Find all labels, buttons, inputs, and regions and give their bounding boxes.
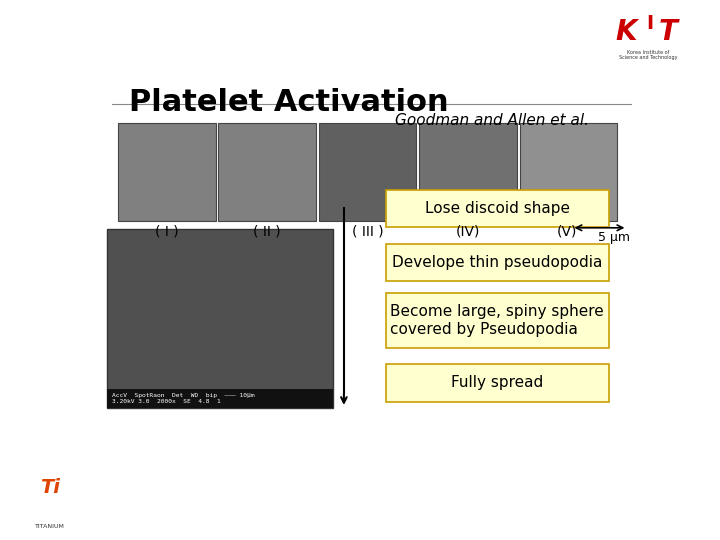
Text: 5 μm: 5 μm (598, 231, 630, 244)
Text: Korea Institute of
Science and Technology: Korea Institute of Science and Technolog… (618, 50, 678, 60)
Text: Develope thin pseudopodia: Develope thin pseudopodia (392, 255, 603, 270)
FancyBboxPatch shape (118, 123, 215, 221)
FancyBboxPatch shape (419, 123, 517, 221)
FancyBboxPatch shape (520, 123, 617, 221)
Text: (IV): (IV) (456, 225, 480, 239)
Text: Lose discoid shape: Lose discoid shape (425, 201, 570, 216)
Text: Ti: Ti (40, 478, 60, 497)
Text: Fully spread: Fully spread (451, 375, 544, 390)
FancyBboxPatch shape (386, 190, 609, 227)
Text: Platelet Activation: Platelet Activation (129, 87, 449, 117)
FancyBboxPatch shape (386, 364, 609, 402)
FancyBboxPatch shape (218, 123, 316, 221)
Text: ( III ): ( III ) (351, 225, 383, 239)
FancyBboxPatch shape (386, 244, 609, 281)
Text: AccV  SpotRaon  Det  WD  bip  ——— 10μm
3.20kV 3.0  2000x  SE  4.8  1: AccV SpotRaon Det WD bip ——— 10μm 3.20kV… (112, 393, 255, 404)
Text: K: K (615, 18, 636, 46)
Text: Goodman and Allen et al.: Goodman and Allen et al. (395, 113, 589, 127)
FancyBboxPatch shape (319, 123, 416, 221)
FancyBboxPatch shape (386, 294, 609, 348)
Text: ( II ): ( II ) (253, 225, 281, 239)
Text: (V): (V) (557, 225, 577, 239)
FancyBboxPatch shape (107, 229, 333, 408)
FancyBboxPatch shape (107, 389, 333, 408)
Text: TITANIUM: TITANIUM (35, 524, 66, 529)
Text: T: T (659, 18, 678, 46)
Text: ( I ): ( I ) (155, 225, 179, 239)
Text: Become large, spiny sphere
covered by Pseudopodia: Become large, spiny sphere covered by Ps… (390, 305, 604, 337)
Text: I: I (647, 14, 654, 33)
